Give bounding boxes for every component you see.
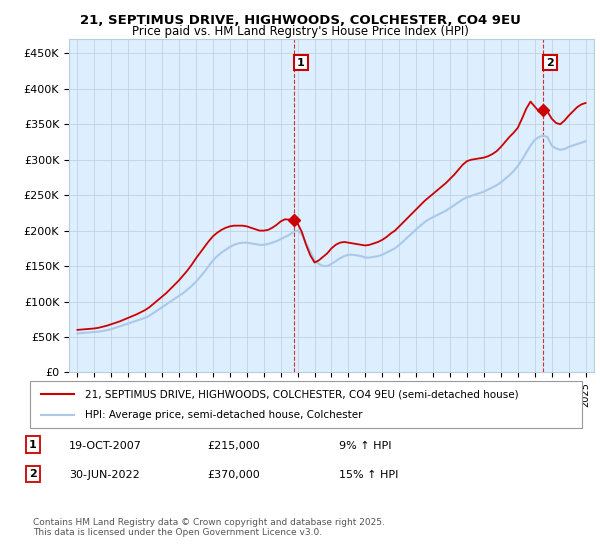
Text: Contains HM Land Registry data © Crown copyright and database right 2025.
This d: Contains HM Land Registry data © Crown c… <box>33 518 385 538</box>
Text: HPI: Average price, semi-detached house, Colchester: HPI: Average price, semi-detached house,… <box>85 410 362 420</box>
Text: Price paid vs. HM Land Registry's House Price Index (HPI): Price paid vs. HM Land Registry's House … <box>131 25 469 38</box>
Text: 19-OCT-2007: 19-OCT-2007 <box>69 441 142 451</box>
Text: £370,000: £370,000 <box>207 470 260 480</box>
Text: 2: 2 <box>546 58 554 68</box>
Text: 1: 1 <box>29 440 37 450</box>
Text: 2: 2 <box>29 469 37 479</box>
Text: 15% ↑ HPI: 15% ↑ HPI <box>339 470 398 480</box>
FancyBboxPatch shape <box>30 381 582 428</box>
Text: 9% ↑ HPI: 9% ↑ HPI <box>339 441 391 451</box>
Text: 21, SEPTIMUS DRIVE, HIGHWOODS, COLCHESTER, CO4 9EU (semi-detached house): 21, SEPTIMUS DRIVE, HIGHWOODS, COLCHESTE… <box>85 389 519 399</box>
Text: 21, SEPTIMUS DRIVE, HIGHWOODS, COLCHESTER, CO4 9EU: 21, SEPTIMUS DRIVE, HIGHWOODS, COLCHESTE… <box>80 14 520 27</box>
Text: £215,000: £215,000 <box>207 441 260 451</box>
Text: 30-JUN-2022: 30-JUN-2022 <box>69 470 140 480</box>
Text: 1: 1 <box>297 58 305 68</box>
